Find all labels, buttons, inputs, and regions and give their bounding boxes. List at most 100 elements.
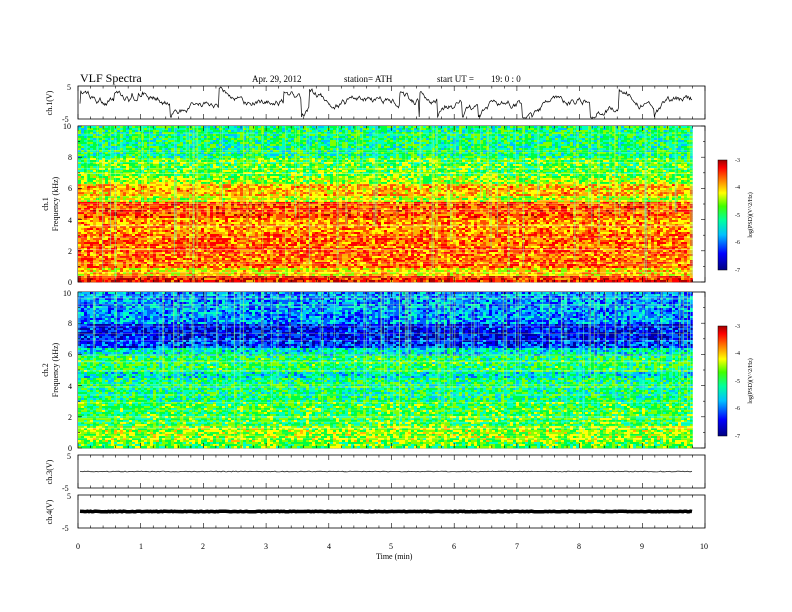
spectrogram-cell — [225, 198, 229, 201]
spectrogram-cell — [132, 168, 136, 171]
spectrogram-cell — [168, 226, 172, 229]
spectrogram-cell — [87, 156, 91, 159]
spectrogram-cell — [129, 218, 133, 221]
spectrogram-cell — [225, 134, 229, 137]
spectrogram-cell — [93, 178, 97, 181]
spectrogram-cell — [240, 180, 244, 183]
spectrogram-cell — [84, 248, 88, 251]
spectrogram-cell — [180, 198, 184, 201]
spectrogram-cell — [219, 266, 223, 269]
spectrogram-cell — [216, 136, 220, 139]
spectrogram-cell — [144, 222, 148, 225]
spectrogram-cell — [120, 226, 124, 229]
spectrogram-cell — [117, 242, 121, 245]
spectrogram-cell — [111, 188, 115, 191]
spectrogram-cell — [102, 180, 106, 183]
spectrogram-cell — [174, 252, 178, 255]
spectrogram-cell — [189, 128, 193, 131]
spectrogram-cell — [138, 178, 142, 181]
spectrogram-cell — [132, 144, 136, 147]
spectrogram-cell — [177, 166, 181, 169]
spectrogram-cell — [237, 180, 241, 183]
spectrogram-cell — [129, 204, 133, 207]
spectrogram-cell — [78, 232, 82, 235]
spectrogram-cell — [141, 246, 145, 249]
spectrogram-cell — [162, 206, 166, 209]
spectrogram-cell — [213, 132, 217, 135]
spectrogram-cell — [84, 166, 88, 169]
spectrogram-cell — [189, 194, 193, 197]
spectrogram-cell — [93, 150, 97, 153]
spectrogram-cell — [213, 152, 217, 155]
spectrogram-cell — [99, 140, 103, 143]
spectrogram-cell — [165, 196, 169, 199]
spectrogram-cell — [165, 148, 169, 151]
spectrogram-cell — [123, 212, 127, 215]
spectrogram-cell — [138, 238, 142, 241]
spectrogram-cell — [207, 280, 211, 283]
spectrogram-cell — [213, 216, 217, 219]
spectrogram-cell — [120, 240, 124, 243]
spectrogram-cell — [162, 188, 166, 191]
spectrogram-cell — [123, 130, 127, 133]
spectrogram-cell — [219, 262, 223, 265]
spectrogram-cell — [180, 154, 184, 157]
spectrogram-cell — [123, 264, 127, 267]
spectrogram-cell — [231, 128, 235, 131]
spectrogram-cell — [90, 176, 94, 179]
spectrogram-cell — [174, 260, 178, 263]
spectrogram-cell — [150, 232, 154, 235]
spectrogram-cell — [219, 248, 223, 251]
spectrogram-cell — [78, 206, 82, 209]
spectrogram-cell — [138, 258, 142, 261]
spectrogram-cell — [135, 176, 139, 179]
spectrogram-cell — [225, 228, 229, 231]
spectrogram-cell — [144, 164, 148, 167]
spectrogram-cell — [108, 146, 112, 149]
spectrogram-cell — [246, 174, 250, 177]
spectrogram-cell — [84, 178, 88, 181]
spectrogram-cell — [255, 216, 259, 219]
spectrogram-cell — [129, 178, 133, 181]
spectrogram-cell — [150, 266, 154, 269]
spectrogram-cell — [204, 130, 208, 133]
spectrogram-cell — [180, 172, 184, 175]
spectrogram-cell — [135, 272, 139, 275]
spectrogram-cell — [237, 216, 241, 219]
spectrogram-cell — [228, 244, 232, 247]
spectrogram-cell — [111, 200, 115, 203]
spectrogram-cell — [258, 174, 262, 177]
spectrogram-cell — [93, 236, 97, 239]
spectrogram-cell — [159, 174, 163, 177]
spectrogram-cell — [222, 230, 226, 233]
spectrogram-cell — [228, 254, 232, 257]
spectrogram-cell — [129, 142, 133, 145]
spectrogram-cell — [177, 168, 181, 171]
spectrogram-cell — [162, 176, 166, 179]
spectrogram-cell — [108, 164, 112, 167]
spectrogram-cell — [120, 148, 124, 151]
spectrogram-cell — [81, 210, 85, 213]
spectrogram-cell — [90, 202, 94, 205]
spectrogram-cell — [120, 198, 124, 201]
spectrogram-cell — [198, 188, 202, 191]
spectrogram-cell — [132, 130, 136, 133]
spectrogram-cell — [168, 274, 172, 277]
spectrogram-cell — [171, 260, 175, 263]
spectrogram-cell — [177, 232, 181, 235]
spectrogram-cell — [189, 172, 193, 175]
spectrogram-cell — [108, 246, 112, 249]
spectrogram-cell — [144, 262, 148, 265]
spectrogram-cell — [156, 184, 160, 187]
spectrogram-cell — [162, 168, 166, 171]
spectrogram-cell — [171, 172, 175, 175]
spectrogram-cell — [147, 268, 151, 271]
spectrogram-cell — [171, 220, 175, 223]
spectrogram-cell — [216, 190, 220, 193]
spectrogram-cell — [132, 148, 136, 151]
spectrogram-cell — [186, 212, 190, 215]
spectrogram-cell — [138, 160, 142, 163]
spectrogram-cell — [234, 230, 238, 233]
spectrogram-cell — [189, 180, 193, 183]
spectrogram-cell — [111, 170, 115, 173]
